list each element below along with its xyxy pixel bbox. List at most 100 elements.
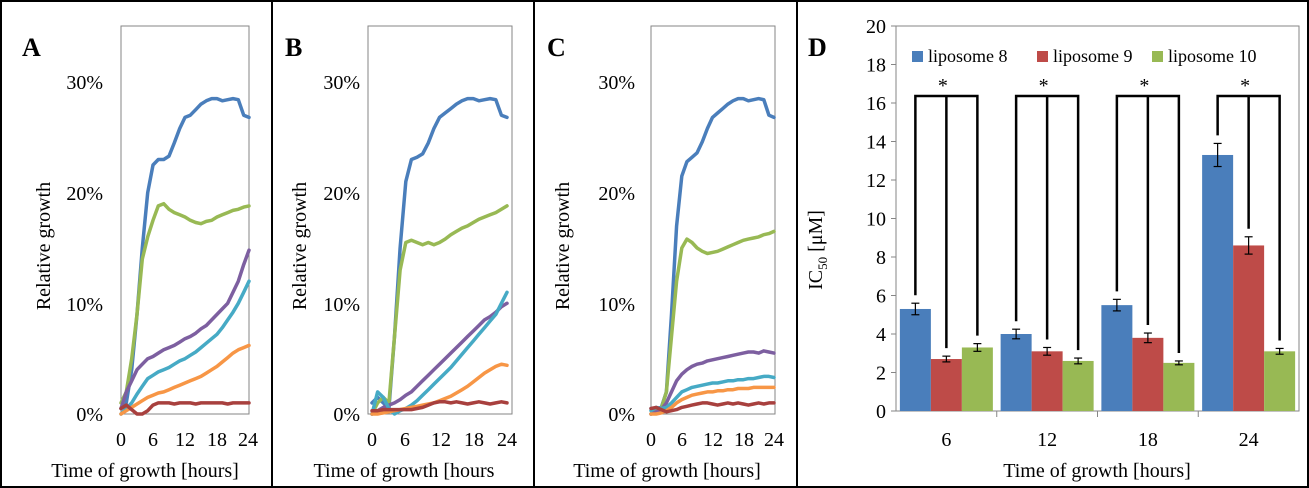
series-line-green [119, 201, 251, 405]
series-lines-c [649, 96, 776, 416]
bar-green [1062, 360, 1094, 411]
x-ticks-b: 0 6 12 18 24 [367, 429, 517, 451]
y-tick-label: 10 [866, 209, 886, 231]
x-ticks-c: 0 6 12 18 24 [646, 429, 784, 451]
x-tick-label: 24 [497, 429, 517, 451]
legend-label: liposome 8 [928, 46, 1008, 66]
significance-bracket [914, 94, 979, 349]
y-tick-label: 20 [866, 16, 886, 38]
y-tick-label: 0% [608, 404, 635, 426]
series-line-green [649, 229, 776, 416]
x-axis-label-b: Time of growth [hours [314, 460, 495, 482]
bar-red [1132, 337, 1164, 411]
significance-asterisk: * [938, 75, 948, 97]
y-tick-label: 10% [66, 294, 103, 316]
y-tick-label: 10% [323, 294, 360, 316]
panel-c: C Relative growth Time of growth [hours]… [547, 25, 784, 482]
series-line-purple [119, 248, 251, 411]
y-tick-label: 30% [598, 72, 635, 94]
x-ticks-d: 6 12 18 24 [941, 411, 1259, 451]
panel-label-c: C [547, 33, 566, 62]
x-tick-label: 12 [1037, 429, 1057, 451]
y-tick-label: 0 [876, 401, 886, 423]
legend-d: liposome 8 liposome 9 liposome 10 [912, 46, 1257, 66]
series-line-dark_red [119, 401, 251, 416]
x-tick-label: 24 [764, 429, 784, 451]
panel-label-b: B [285, 33, 302, 62]
x-tick-label: 6 [400, 429, 410, 451]
x-ticks-a: 0 6 12 18 24 [116, 429, 258, 451]
y-tick-label: 12 [866, 170, 886, 192]
x-tick-label: 0 [367, 429, 377, 451]
plot-area-a [120, 25, 250, 415]
x-tick-label: 18 [464, 429, 484, 451]
y-axis-label-d: IC50 [μM] [805, 210, 830, 290]
x-tick-label: 18 [734, 429, 754, 451]
x-tick-label: 6 [941, 429, 951, 451]
x-tick-label: 12 [431, 429, 451, 451]
bar-blue [1101, 305, 1133, 411]
significance-asterisk: * [1139, 75, 1149, 97]
y-tick-label: 20% [66, 183, 103, 205]
y-axis-label-subscript: 50 [815, 257, 830, 270]
bars-d [899, 142, 1296, 411]
series-line-blue [119, 96, 251, 411]
y-tick-label: 30% [66, 72, 103, 94]
legend-swatch-red [1037, 51, 1048, 62]
bar-green [1264, 351, 1296, 411]
x-tick-label: 6 [677, 429, 687, 451]
significance-bracket [1216, 94, 1281, 341]
y-ticks-b: 0% 10% 20% 30% [323, 72, 360, 426]
panel-b: B Relative growth Time of growth [hours … [285, 25, 517, 482]
y-tick-label: 10% [598, 294, 635, 316]
series-lines-a [119, 96, 251, 416]
y-tick-label: 2 [876, 363, 886, 385]
panel-label-a: A [22, 33, 41, 62]
y-ticks-c: 0% 10% 20% 30% [598, 72, 635, 426]
panel-a: A Relative growth Time of growth [hours]… [22, 25, 258, 482]
bar-red [1233, 245, 1265, 411]
series-line-dark_red [649, 401, 776, 414]
series-line-teal [119, 279, 251, 416]
y-tick-label: 20% [598, 183, 635, 205]
x-axis-label-d: Time of growth [hours] [1003, 460, 1191, 482]
significance-asterisk: * [1240, 75, 1250, 97]
panel-d: D IC50 [μM] Time of growth [hours] 02468… [805, 16, 1300, 482]
y-axis-label-b: Relative growth [289, 182, 311, 310]
y-axis-label-c: Relative growth [552, 182, 574, 310]
x-tick-label: 0 [646, 429, 656, 451]
bar-green [961, 347, 993, 411]
x-tick-label: 12 [175, 429, 195, 451]
bar-blue [899, 308, 931, 411]
y-ticks-d: 0 2 4 6 8 10 12 14 16 18 20 [866, 16, 896, 423]
y-tick-label: 30% [323, 72, 360, 94]
y-tick-label: 20% [323, 183, 360, 205]
series-line-blue [649, 96, 776, 411]
bar-blue [1202, 154, 1234, 411]
y-tick-label: 4 [876, 324, 886, 346]
x-tick-label: 6 [148, 429, 158, 451]
x-tick-label: 18 [1138, 429, 1158, 451]
y-axis-label-main: IC [805, 270, 827, 290]
series-line-purple [649, 349, 776, 416]
y-axis-label-a: Relative growth [33, 182, 55, 310]
significance-bracket [1014, 94, 1080, 351]
significance-brackets-d: * * * * [914, 75, 1281, 353]
legend-swatch-green [1152, 51, 1163, 62]
x-tick-label: 12 [703, 429, 723, 451]
series-line-green [370, 204, 509, 416]
x-axis-label-a: Time of growth [hours] [51, 460, 239, 482]
x-tick-label: 0 [116, 429, 126, 451]
y-tick-label: 6 [876, 286, 886, 308]
y-axis-label-unit: [μM] [805, 210, 827, 257]
series-line-teal [370, 290, 509, 416]
legend-swatch-blue [912, 51, 923, 62]
series-lines-b [370, 96, 509, 416]
y-tick-label: 16 [866, 93, 886, 115]
y-tick-label: 0% [333, 404, 360, 426]
x-tick-label: 24 [238, 429, 258, 451]
plot-area-c [650, 25, 776, 415]
plot-area-b [367, 25, 513, 415]
